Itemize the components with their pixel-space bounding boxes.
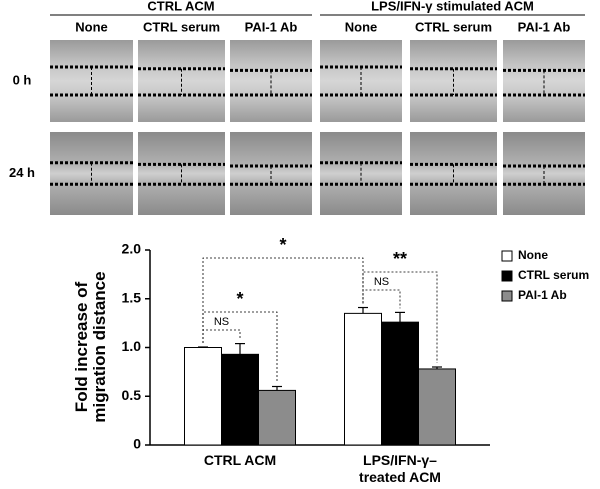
micrograph: [50, 40, 133, 122]
legend-label: CTRL serum: [518, 268, 589, 282]
column-label: None: [75, 19, 108, 34]
group-header: CTRL ACM: [147, 0, 214, 13]
row-label: 0 h: [13, 72, 32, 87]
x-tick-label: LPS/IFN-γ– treated ACM: [359, 452, 441, 485]
y-tick-label: 1.5: [122, 289, 142, 305]
y-tick-label: 1.0: [122, 338, 142, 354]
x-tick-label: CTRL ACM: [203, 452, 277, 468]
column-label: PAI-1 Ab: [245, 19, 298, 34]
row-label: 24 h: [9, 165, 35, 180]
significance-label: NS: [214, 316, 229, 328]
legend-swatch: [501, 290, 513, 302]
legend-label: None: [518, 248, 548, 262]
bar: [381, 321, 419, 446]
significance-label: *: [236, 289, 243, 309]
significance-label: **: [393, 249, 407, 269]
micrograph: [410, 132, 497, 215]
y-tick-label: 2.0: [122, 241, 142, 257]
y-axis-label: Fold increase of migration distance: [72, 271, 109, 423]
significance-bracket: [202, 257, 364, 344]
bar: [344, 312, 382, 446]
bar: [418, 368, 456, 446]
micrograph: [138, 132, 225, 215]
bar: [221, 353, 259, 446]
bar: [258, 389, 296, 446]
legend-label: PAI-1 Ab: [518, 288, 567, 302]
column-label: CTRL serum: [415, 19, 492, 34]
y-tick-label: 0.5: [122, 387, 142, 403]
y-tick-label: 0: [133, 436, 141, 452]
column-label: None: [345, 19, 378, 34]
significance-label: *: [279, 235, 286, 255]
micrograph: [320, 40, 402, 122]
significance-bracket: [202, 311, 278, 383]
column-label: CTRL serum: [143, 19, 220, 34]
significance-bracket: [362, 271, 438, 363]
significance-bracket: [202, 329, 241, 344]
significance-bracket: [362, 289, 401, 309]
bar: [184, 347, 222, 446]
legend-swatch: [501, 270, 513, 282]
legend-swatch: [501, 250, 513, 262]
significance-label: NS: [374, 276, 389, 288]
group-header: LPS/IFN-γ stimulated ACM: [371, 0, 534, 13]
column-label: PAI-1 Ab: [518, 19, 571, 34]
